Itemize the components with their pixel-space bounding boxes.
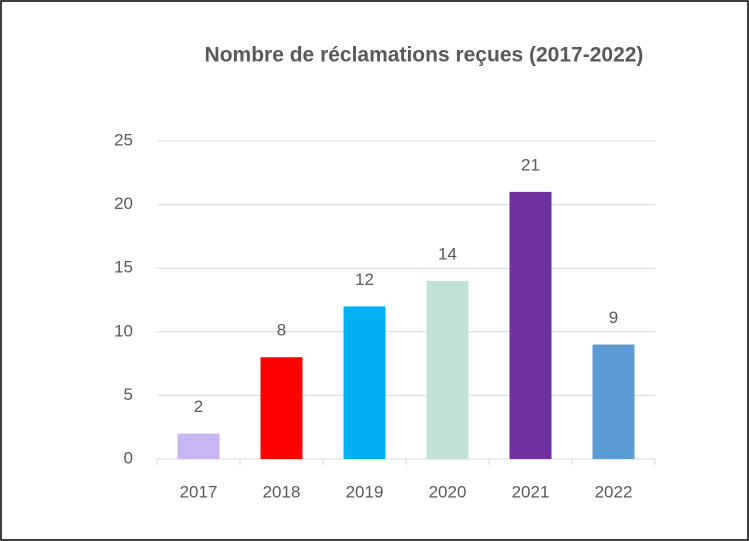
bar bbox=[426, 280, 469, 459]
x-tick-label: 2020 bbox=[429, 482, 467, 501]
y-tick-label: 25 bbox=[114, 130, 133, 149]
data-label: 2 bbox=[194, 397, 203, 416]
x-tick-label: 2017 bbox=[180, 482, 218, 501]
bar bbox=[177, 433, 220, 459]
y-tick-label: 0 bbox=[124, 448, 133, 467]
x-tick-label: 2022 bbox=[595, 482, 633, 501]
bar bbox=[260, 357, 303, 459]
chart-title: Nombre de réclamations reçues (2017-2022… bbox=[205, 44, 644, 67]
bar bbox=[509, 191, 552, 459]
bar bbox=[343, 306, 386, 459]
y-tick-label: 20 bbox=[114, 194, 133, 213]
y-tick-label: 10 bbox=[114, 321, 133, 340]
x-tick-label: 2018 bbox=[263, 482, 301, 501]
x-tick-label: 2021 bbox=[512, 482, 550, 501]
data-label: 8 bbox=[277, 321, 286, 340]
y-tick-label: 15 bbox=[114, 258, 133, 277]
data-label: 14 bbox=[438, 244, 457, 263]
bar bbox=[592, 344, 635, 459]
data-label: 9 bbox=[609, 308, 618, 327]
data-label: 12 bbox=[355, 270, 374, 289]
data-label: 21 bbox=[521, 155, 540, 174]
x-tick-label: 2019 bbox=[346, 482, 384, 501]
y-tick-label: 5 bbox=[124, 385, 133, 404]
